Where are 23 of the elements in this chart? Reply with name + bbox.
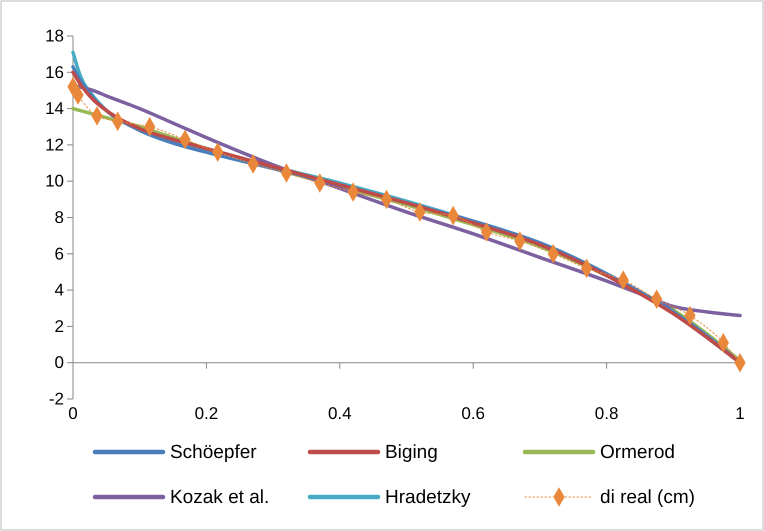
x-tick-label: 0.2	[194, 404, 218, 423]
y-tick-label: 14	[45, 99, 64, 118]
y-tick-label: 6	[54, 244, 64, 264]
x-tick-label: 0.4	[328, 404, 352, 423]
x-tick-label: 0.8	[594, 404, 618, 423]
y-tick-label: 8	[54, 208, 64, 227]
legend-label: di real (cm)	[600, 487, 696, 508]
legend-label: Kozak et al.	[170, 487, 270, 508]
y-tick-label: -2	[48, 389, 64, 408]
legend-label: Schöepfer	[170, 442, 258, 463]
y-tick-label: 0	[54, 353, 64, 372]
y-tick-label: 2	[54, 316, 64, 336]
legend-label: Ormerod	[600, 442, 675, 463]
legend-label: Biging	[385, 442, 438, 463]
y-tick-label: 10	[45, 172, 64, 191]
y-tick-label: 18	[45, 26, 64, 46]
y-tick-label: 16	[45, 62, 64, 82]
y-tick-label: 4	[54, 280, 64, 300]
x-tick-label: 0.6	[461, 404, 486, 423]
x-tick-label: 0	[68, 404, 78, 423]
legend-label: Hradetzky	[385, 487, 472, 508]
x-tick-label: 1	[735, 404, 745, 423]
y-tick-label: 12	[45, 135, 64, 154]
